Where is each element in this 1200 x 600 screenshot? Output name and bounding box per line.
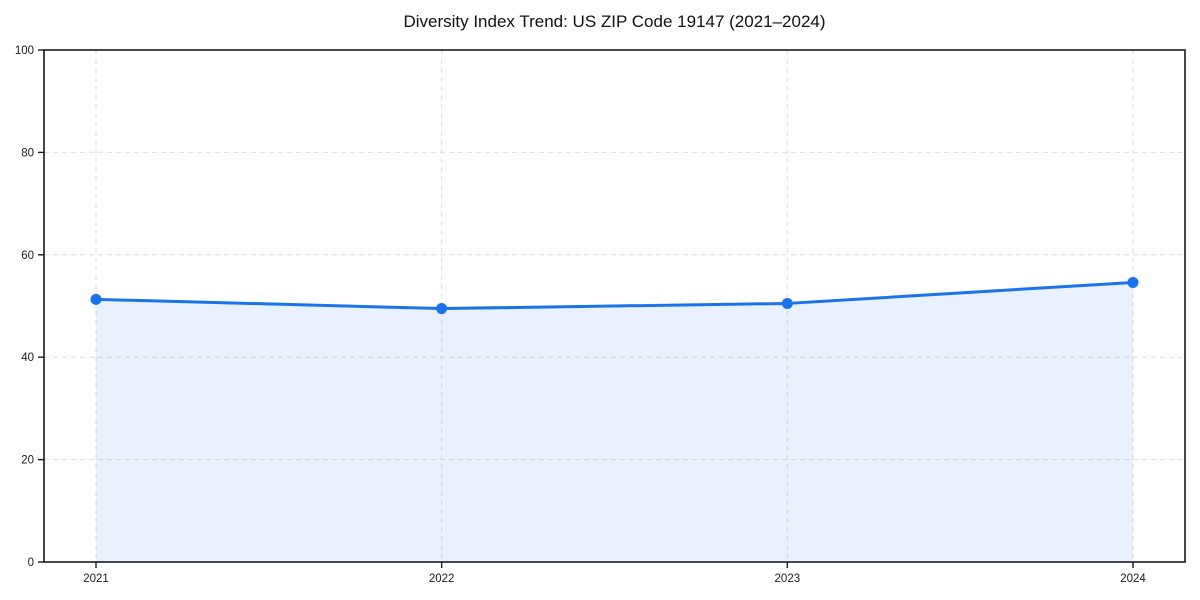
x-tick-label-2024: 2024 (1120, 573, 1146, 585)
data-point-2021 (90, 293, 102, 305)
data-point-2022 (436, 303, 448, 315)
x-tick-label-2023: 2023 (775, 573, 801, 585)
x-tick-label-2022: 2022 (429, 573, 455, 585)
area-fill (96, 282, 1133, 562)
trend-line (94, 280, 1135, 311)
y-tick-label-60: 60 (21, 250, 34, 262)
y-tick-label-0: 0 (28, 557, 34, 569)
x-tick-label-2021: 2021 (83, 573, 109, 585)
data-point-2024 (1127, 276, 1139, 288)
data-point-2023 (781, 297, 793, 309)
y-tick-label-20: 20 (21, 455, 34, 467)
plot-border (43, 49, 1186, 563)
y-tick-label-40: 40 (21, 352, 34, 364)
chart-title: Diversity Index Trend: US ZIP Code 19147… (403, 12, 826, 31)
y-tick-label-100: 100 (15, 45, 34, 57)
y-tick-label-80: 80 (21, 147, 34, 159)
